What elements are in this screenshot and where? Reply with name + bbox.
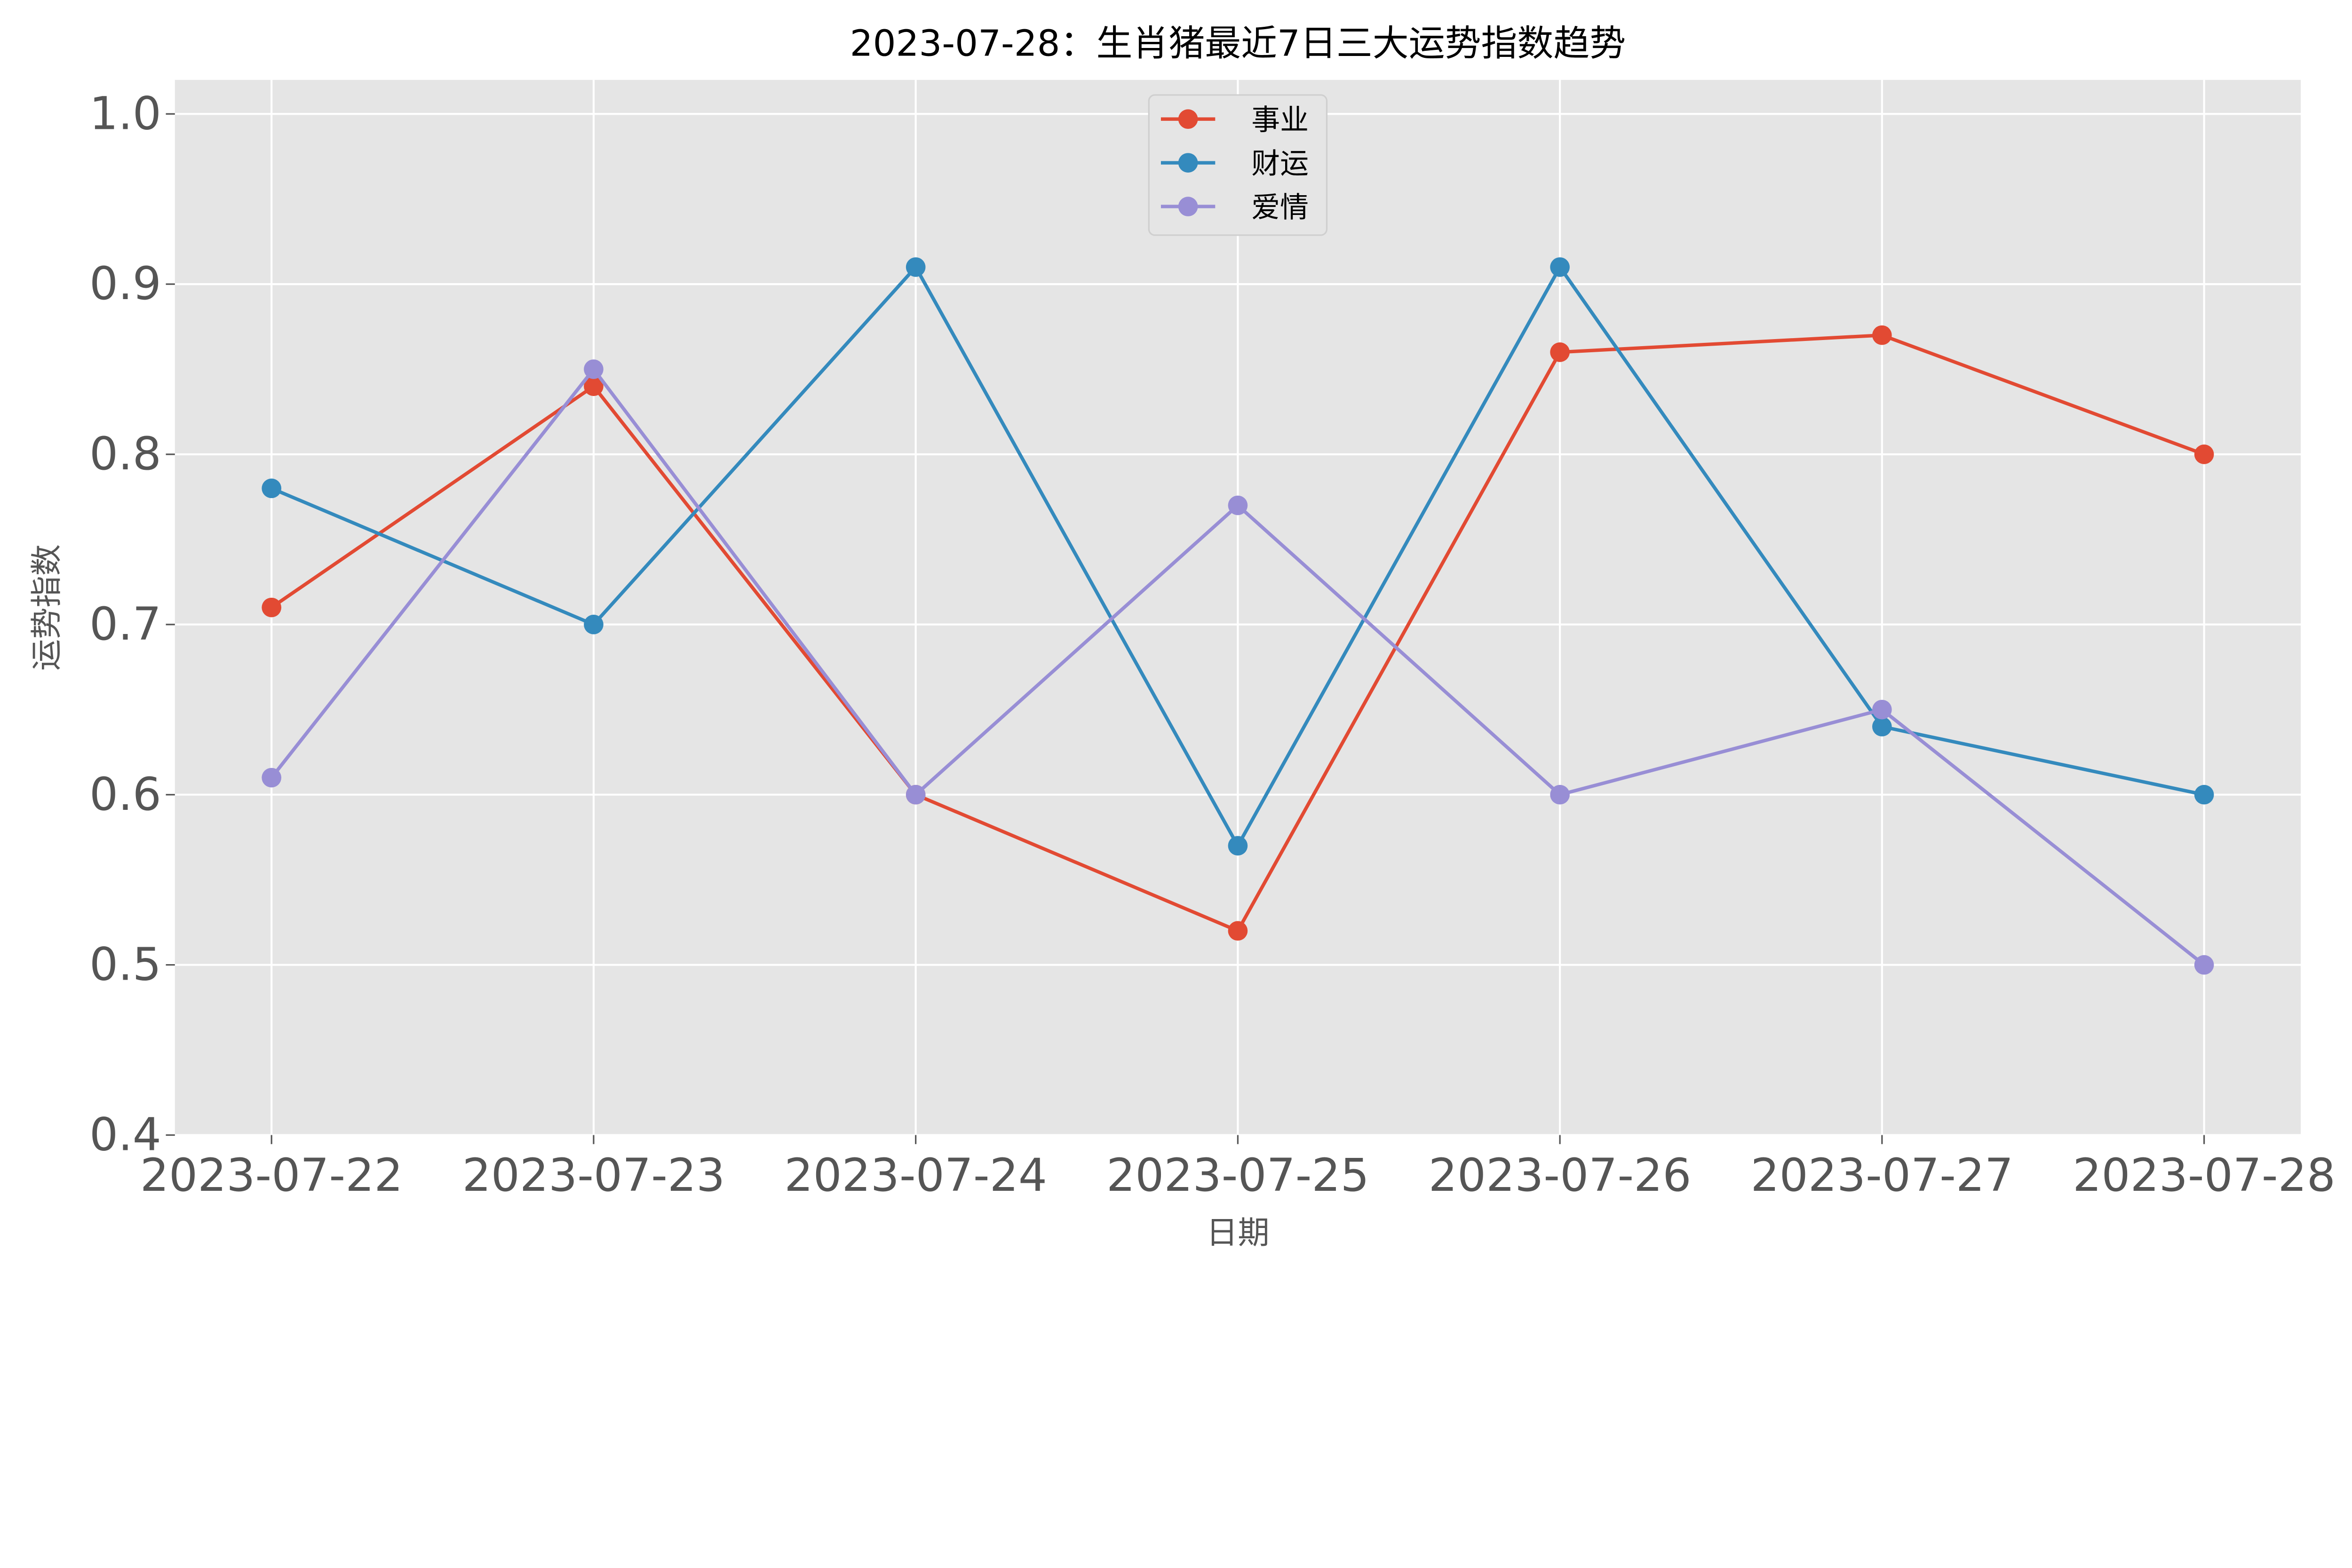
- y-tick-label: 0.8: [89, 428, 161, 480]
- data-point: [2194, 955, 2214, 975]
- x-tick-label: 2023-07-25: [1106, 1149, 1369, 1202]
- data-point: [1228, 921, 1248, 941]
- data-point: [1228, 495, 1248, 515]
- x-tick-label: 2023-07-26: [1429, 1149, 1692, 1202]
- data-point: [906, 257, 926, 277]
- legend-label: 爱情: [1251, 191, 1309, 224]
- x-tick-label: 2023-07-24: [784, 1149, 1047, 1202]
- grid: [175, 79, 2301, 1136]
- data-point: [262, 768, 282, 788]
- data-point: [1872, 325, 1892, 345]
- y-axis-label: 运势指数: [28, 544, 65, 671]
- y-tick-label: 0.9: [89, 257, 161, 310]
- line-chart: 0.40.50.60.70.80.91.0 2023-07-22 2023-07-…: [28, 23, 2336, 1251]
- legend-marker: [1178, 197, 1198, 216]
- data-point: [1228, 836, 1248, 856]
- y-axis-ticks: 0.4 0.5 0.6 0.7 0.8 0.9 1.0: [89, 87, 175, 1161]
- x-tick-label: 2023-07-28: [2073, 1149, 2336, 1202]
- data-point: [2194, 444, 2214, 464]
- data-point: [1872, 717, 1892, 736]
- chart-title: 2023-07-28：生肖猪最近7日三大运势指数趋势: [850, 23, 1626, 65]
- x-tick-label: 2023-07-27: [1751, 1149, 2014, 1202]
- data-point: [584, 615, 604, 634]
- x-axis-ticks: 2023-07-22 2023-07-23 2023-07-24 2023-07-25…: [140, 1135, 2336, 1202]
- data-point: [1872, 699, 1892, 720]
- data-point: [584, 376, 604, 396]
- series-1: [262, 257, 2214, 856]
- x-tick-label: 2023-07-22: [140, 1149, 403, 1202]
- y-tick-label: 0.5: [89, 938, 161, 991]
- legend-label: 事业: [1251, 103, 1309, 137]
- series-lines: [262, 257, 2214, 975]
- x-axis-label: 日期: [1206, 1214, 1270, 1251]
- y-tick-label: 0.6: [89, 768, 161, 821]
- data-point: [262, 597, 282, 618]
- x-tick-label: 2023-07-23: [462, 1149, 725, 1202]
- legend-marker: [1178, 109, 1198, 129]
- data-point: [1550, 342, 1570, 362]
- data-point: [262, 478, 282, 499]
- data-point: [906, 784, 926, 805]
- data-point: [584, 359, 604, 379]
- y-tick-label: 0.4: [89, 1109, 161, 1161]
- data-point: [1550, 784, 1570, 805]
- y-tick-label: 0.7: [89, 598, 161, 650]
- data-point: [2194, 784, 2214, 805]
- legend-label: 财运: [1251, 147, 1309, 181]
- legend-marker: [1178, 153, 1198, 173]
- y-tick-label: 1.0: [89, 87, 161, 140]
- data-point: [1550, 257, 1570, 277]
- series-2: [262, 359, 2214, 975]
